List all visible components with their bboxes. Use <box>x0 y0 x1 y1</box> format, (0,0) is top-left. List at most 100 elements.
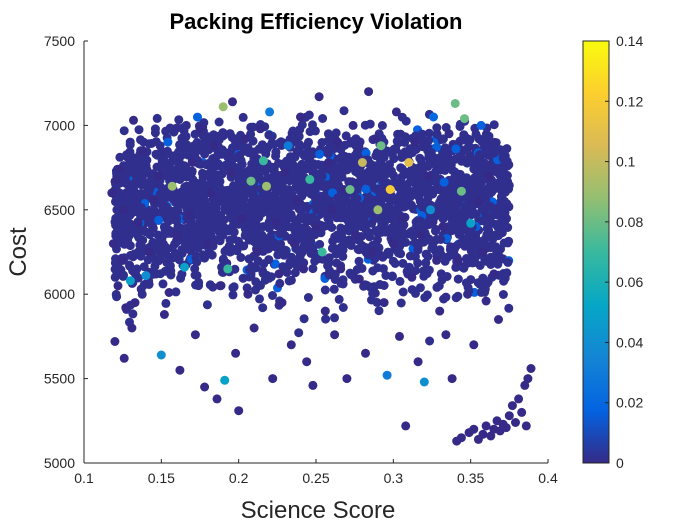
y-tick-label: 5500 <box>44 371 75 387</box>
background-point <box>165 123 175 133</box>
background-point <box>371 226 381 236</box>
background-point <box>382 169 391 179</box>
scatter-point <box>494 315 503 324</box>
scatter-point <box>187 158 197 167</box>
background-point <box>188 224 198 233</box>
scatter-point <box>156 350 166 360</box>
background-point <box>435 165 445 175</box>
background-point <box>277 204 287 214</box>
background-point <box>389 154 399 164</box>
scatter-point <box>466 218 476 228</box>
background-point <box>168 165 178 175</box>
y-axis-label: Cost <box>5 227 32 277</box>
background-point <box>142 209 152 219</box>
background-point <box>299 151 309 161</box>
scatter-point <box>302 357 312 367</box>
background-point <box>352 194 362 203</box>
background-point <box>185 145 195 155</box>
background-point <box>425 336 435 346</box>
background-point <box>206 226 215 236</box>
background-point <box>338 252 348 261</box>
background-point <box>371 151 381 161</box>
background-point <box>406 227 416 237</box>
background-point <box>245 265 254 275</box>
scatter-point <box>320 306 330 316</box>
scatter-point <box>180 262 189 272</box>
scatter-point <box>138 146 148 156</box>
background-point <box>441 292 451 302</box>
background-point <box>412 186 422 195</box>
background-point <box>463 207 473 217</box>
background-point <box>171 216 181 226</box>
background-point <box>354 256 364 266</box>
background-point <box>489 148 499 158</box>
scatter-point <box>460 114 469 124</box>
background-point <box>215 236 225 246</box>
background-point <box>336 278 346 288</box>
scatter-point <box>115 164 125 174</box>
background-point <box>155 189 165 199</box>
background-point <box>125 241 135 251</box>
background-point <box>194 277 204 287</box>
background-point <box>154 215 164 225</box>
scatter-point <box>107 188 117 198</box>
scatter-point <box>129 115 138 125</box>
background-point <box>389 145 399 155</box>
background-point <box>177 269 187 279</box>
background-point <box>354 245 364 255</box>
scatter-point <box>517 407 527 417</box>
scatter-point <box>336 264 346 274</box>
background-point <box>208 180 218 190</box>
colorbar-tick-label: 0.1 <box>616 154 636 170</box>
background-point <box>162 192 172 202</box>
x-tick-label: 0.15 <box>148 470 175 486</box>
background-point <box>229 234 239 244</box>
background-point <box>399 220 409 230</box>
x-axis-label: Science Score <box>241 497 396 524</box>
x-tick-label: 0.1 <box>74 470 94 486</box>
background-point <box>342 223 352 233</box>
scatter-point <box>296 112 305 122</box>
background-point <box>432 123 442 133</box>
background-point <box>441 192 451 202</box>
background-point <box>480 287 490 297</box>
scatter-point <box>289 239 299 249</box>
colorbar-tick-label: 0.04 <box>616 334 643 350</box>
scatter-point <box>473 196 483 206</box>
scatter-point <box>172 230 182 240</box>
scatter-point <box>121 303 131 313</box>
background-point <box>163 137 173 147</box>
background-point <box>302 141 312 151</box>
scatter-point <box>112 174 121 184</box>
background-point <box>251 277 261 287</box>
scatter-point <box>410 137 420 147</box>
background-point <box>207 250 217 260</box>
background-point <box>122 179 131 189</box>
background-point <box>261 206 271 216</box>
scatter-point <box>246 176 256 186</box>
background-point <box>259 235 268 245</box>
background-point <box>295 125 305 135</box>
background-point <box>200 253 210 263</box>
background-point <box>317 171 327 181</box>
background-point <box>435 159 445 169</box>
background-point <box>413 258 423 268</box>
background-point <box>440 143 450 153</box>
background-point <box>311 180 321 190</box>
background-point <box>270 259 280 269</box>
background-point <box>405 251 415 261</box>
background-point <box>489 120 499 130</box>
background-point <box>119 126 129 136</box>
background-point <box>439 177 449 187</box>
background-point <box>128 309 138 319</box>
scatter-point <box>125 276 135 286</box>
background-point <box>286 275 296 285</box>
background-point <box>249 153 259 163</box>
background-point <box>127 158 137 168</box>
scatter-point <box>504 411 514 421</box>
scatter-point <box>453 255 463 265</box>
background-point <box>457 156 467 166</box>
background-point <box>174 147 184 157</box>
scatter-point <box>478 247 488 257</box>
background-point <box>344 177 354 187</box>
